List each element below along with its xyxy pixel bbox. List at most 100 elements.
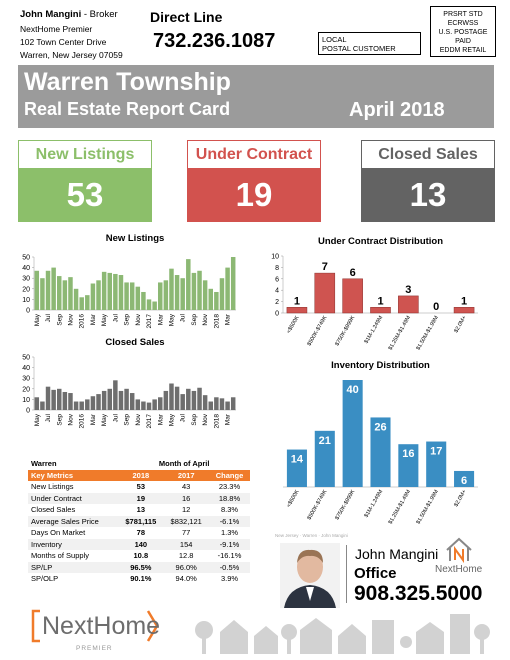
address-line: Warren, New Jersey 07059 [20,50,123,60]
bar [219,398,225,410]
table-cell: Inventory [31,539,62,549]
value-label: 1 [461,295,467,307]
table-row: Average Sales Price $781,115 $832,121 -6.1% [28,515,250,527]
x-tick-label: 2018 [213,414,220,429]
chart-title: New Listings [106,233,165,244]
bar [169,268,174,310]
bar [191,272,197,310]
bar [101,390,107,410]
bar [225,401,230,410]
value-label: 6 [350,267,356,279]
x-tick-label: May [34,413,41,426]
bar [146,299,152,310]
table-cell: 77 [182,528,191,538]
table-row: SP/LP 96.5% 96.0% -0.5% [28,561,250,573]
value-label: 3 [405,284,411,296]
house-outline [446,537,472,561]
bar [141,401,146,410]
x-tick-label: Nov [135,413,142,425]
house [300,618,332,654]
mail-box: LOCAL POSTAL CUSTOMER [318,32,421,55]
building [450,614,470,654]
x-tick-label: Nov [202,313,209,325]
table-row: Closed Sales 13 12 8.3% [28,504,250,516]
x-tick-label: $1M-1.249M [364,489,385,519]
value-label: 1 [294,295,300,307]
bar [163,280,169,310]
agent-line: John Mangini - Broker [20,9,118,20]
bar [342,380,363,487]
agent-photo [280,543,340,608]
postage-box: PRSRT STD ECRWSS U.S. POSTAGE PAID EDDM RETA… [430,6,496,57]
stat-value: 13 [362,168,494,221]
x-tick-label: May [168,413,175,426]
table-cell: 140 [134,539,148,549]
table-cell: Closed Sales [31,505,76,515]
table-cell: New Listings [31,482,74,492]
bar [96,280,101,310]
x-tick-label: May [101,313,108,326]
photo-face [297,551,323,583]
table-title: Warren [31,459,57,469]
y-tick-label: 10 [22,297,30,304]
chart-title: Inventory Distribution [331,360,430,371]
agent-role: - Broker [83,9,118,20]
y-tick-label: 30 [22,376,30,383]
x-tick-label: $750K-$999K [334,315,356,347]
bar [40,278,45,310]
y-tick-label: 8 [275,265,279,272]
bar [202,280,208,310]
y-tick-label: 6 [275,276,279,283]
banner: Warren Township Real Estate Report Card … [18,65,494,128]
x-tick-label: Nov [67,313,74,325]
value-label: 7 [322,261,328,273]
tree [195,621,213,639]
x-tick-label: $750K-$999K [334,489,356,521]
direct-line: 732.236.1087 [153,30,276,52]
x-tick-label: Mar [157,413,164,425]
y-tick-label: 0 [275,311,279,318]
bar [398,444,419,487]
x-tick-label: Jul [45,313,52,322]
x-tick-label: $500K-$749K [307,489,329,521]
table-cell: 90.1% [130,574,152,584]
x-tick-label: 2017 [146,414,153,429]
table-header: Key Metrics 2018 2017 Change [28,469,250,481]
bar [57,388,62,410]
x-tick-label: Jul [180,313,187,322]
bar [163,390,169,410]
x-tick-label: 2017 [146,314,153,329]
postage-line: U.S. POSTAGE [438,29,488,36]
table-cell: Average Sales Price [31,516,99,526]
x-tick-label: Sep [191,414,198,426]
house [416,622,444,654]
bar [180,278,185,310]
bar [152,399,157,410]
y-tick-label: 40 [22,365,30,372]
bar [230,397,236,410]
stat-label: Under Contract [188,141,320,168]
table-cell: 53 [136,482,145,492]
value-label: 26 [374,421,386,433]
bar [118,275,124,310]
logo-sub: PREMIER [76,645,113,652]
bar [186,388,191,410]
value-label: 0 [433,301,439,313]
table-cell: 13 [136,505,145,515]
postage-line: PRSRT STD [443,11,483,18]
y-tick-label: 30 [22,276,30,283]
x-tick-label: 2018 [213,314,220,329]
bar [129,282,135,310]
x-tick-label: $1.50M-$1.99M [415,315,440,352]
bar [197,387,202,410]
x-tick-label: $1.25M-$1.49M [388,315,413,352]
table-cell: $781,115 [125,516,157,526]
table-cell: 12 [182,505,191,515]
table-cell: $832,121 [170,516,202,526]
bar [79,401,84,410]
x-tick-label: May [34,313,41,326]
bar [174,275,180,310]
column-header: 2017 [177,470,195,480]
bar [225,267,230,310]
bar [208,288,213,310]
